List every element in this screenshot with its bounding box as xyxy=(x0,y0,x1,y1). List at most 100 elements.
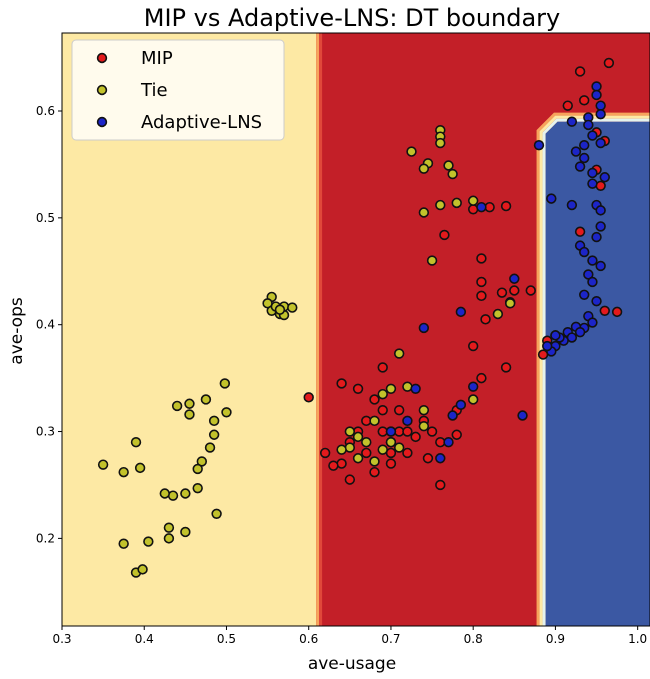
x-tick-label: 0.5 xyxy=(217,632,236,646)
legend-marker-adaptive-lns xyxy=(96,116,108,128)
legend-box xyxy=(71,39,285,141)
x-tick-label: 0.6 xyxy=(299,632,318,646)
point-adaptive-lns xyxy=(599,172,610,183)
decision-boundary-bands xyxy=(316,33,650,627)
y-tick-label: 0.3 xyxy=(36,425,55,439)
point-adaptive-lns xyxy=(574,161,586,172)
point-mip xyxy=(500,362,512,373)
data-points xyxy=(97,57,623,578)
x-tick-label: 0.7 xyxy=(381,632,400,646)
point-adaptive-lns xyxy=(595,260,606,272)
point-tie xyxy=(200,394,212,405)
x-tick-label: 0.4 xyxy=(135,632,154,646)
region-adaptive-lns xyxy=(545,121,650,626)
point-mip xyxy=(496,287,508,298)
point-mip xyxy=(336,378,347,389)
chart-title: MIP vs Adaptive-LNS: DT boundary xyxy=(144,4,561,32)
point-adaptive-lns xyxy=(517,410,528,421)
point-adaptive-lns xyxy=(542,340,553,352)
point-mip xyxy=(377,362,388,373)
legend-marker-mip xyxy=(96,52,108,64)
point-tie xyxy=(369,415,380,427)
point-adaptive-lns xyxy=(570,146,582,157)
point-tie xyxy=(435,199,446,211)
point-adaptive-lns xyxy=(566,199,578,211)
point-adaptive-lns xyxy=(455,399,467,411)
point-tie xyxy=(426,255,438,266)
point-mip xyxy=(574,226,586,237)
x-tick-label: 0.3 xyxy=(52,632,71,646)
point-tie xyxy=(361,437,372,448)
legend-label-adaptive-lns: Adaptive-LNS xyxy=(141,112,262,133)
point-adaptive-lns xyxy=(595,205,606,216)
point-mip xyxy=(303,392,314,403)
x-axis: 0.3 0.4 0.5 0.6 0.7 0.8 0.9 1.0 xyxy=(52,626,647,646)
point-tie xyxy=(352,431,364,443)
point-adaptive-lns xyxy=(435,453,446,464)
point-adaptive-lns xyxy=(574,326,586,338)
point-mip xyxy=(435,479,446,491)
point-mip xyxy=(377,404,388,416)
point-mip xyxy=(344,474,356,485)
point-tie xyxy=(443,160,454,171)
point-adaptive-lns xyxy=(587,276,598,288)
point-adaptive-lns xyxy=(579,139,590,151)
point-tie xyxy=(393,442,405,453)
legend-marker-tie xyxy=(96,84,108,96)
point-tie xyxy=(418,163,430,174)
point-mip xyxy=(476,253,487,264)
point-mip xyxy=(402,426,413,437)
point-tie xyxy=(504,298,516,309)
point-adaptive-lns xyxy=(587,255,598,266)
series-adaptive-lns xyxy=(385,81,610,464)
point-tie xyxy=(159,488,170,499)
point-tie xyxy=(274,304,286,315)
point-tie xyxy=(192,482,203,494)
point-mip xyxy=(393,404,405,416)
point-adaptive-lns xyxy=(579,152,590,164)
point-tie xyxy=(344,442,356,453)
point-mip xyxy=(385,458,397,469)
point-tie xyxy=(167,490,179,501)
point-tie xyxy=(171,400,183,412)
point-adaptive-lns xyxy=(550,330,561,341)
point-mip xyxy=(410,431,421,443)
point-tie xyxy=(180,488,191,499)
point-mip xyxy=(525,285,536,296)
point-mip xyxy=(439,229,450,241)
point-mip xyxy=(509,285,520,296)
point-tie xyxy=(192,463,203,475)
point-tie xyxy=(385,437,397,448)
point-tie xyxy=(143,536,154,547)
point-adaptive-lns xyxy=(566,116,578,127)
point-mip xyxy=(352,383,364,394)
point-adaptive-lns xyxy=(467,381,479,392)
point-adaptive-lns xyxy=(587,178,598,189)
point-mip xyxy=(476,372,487,384)
y-axis: 0.2 0.3 0.4 0.5 0.6 xyxy=(36,104,62,545)
point-tie xyxy=(447,168,458,180)
point-adaptive-lns xyxy=(595,221,606,232)
point-tie xyxy=(451,197,462,209)
point-tie xyxy=(435,137,446,149)
point-mip xyxy=(480,314,491,325)
point-mip xyxy=(579,95,590,106)
point-mip xyxy=(476,290,487,302)
point-tie xyxy=(118,538,129,549)
x-tick-label: 1.0 xyxy=(628,632,647,646)
point-tie xyxy=(208,415,220,427)
point-mip xyxy=(611,306,623,318)
point-adaptive-lns xyxy=(509,273,520,284)
point-tie xyxy=(418,207,430,218)
y-tick-label: 0.6 xyxy=(36,104,55,118)
point-adaptive-lns xyxy=(455,306,467,318)
point-mip xyxy=(595,180,606,191)
point-tie xyxy=(287,302,298,313)
point-adaptive-lns xyxy=(533,139,545,151)
point-tie xyxy=(134,462,146,474)
legend-label-mip: MIP xyxy=(141,48,173,69)
y-tick-label: 0.5 xyxy=(36,211,55,225)
series-mip xyxy=(303,57,623,491)
point-adaptive-lns xyxy=(418,322,430,334)
